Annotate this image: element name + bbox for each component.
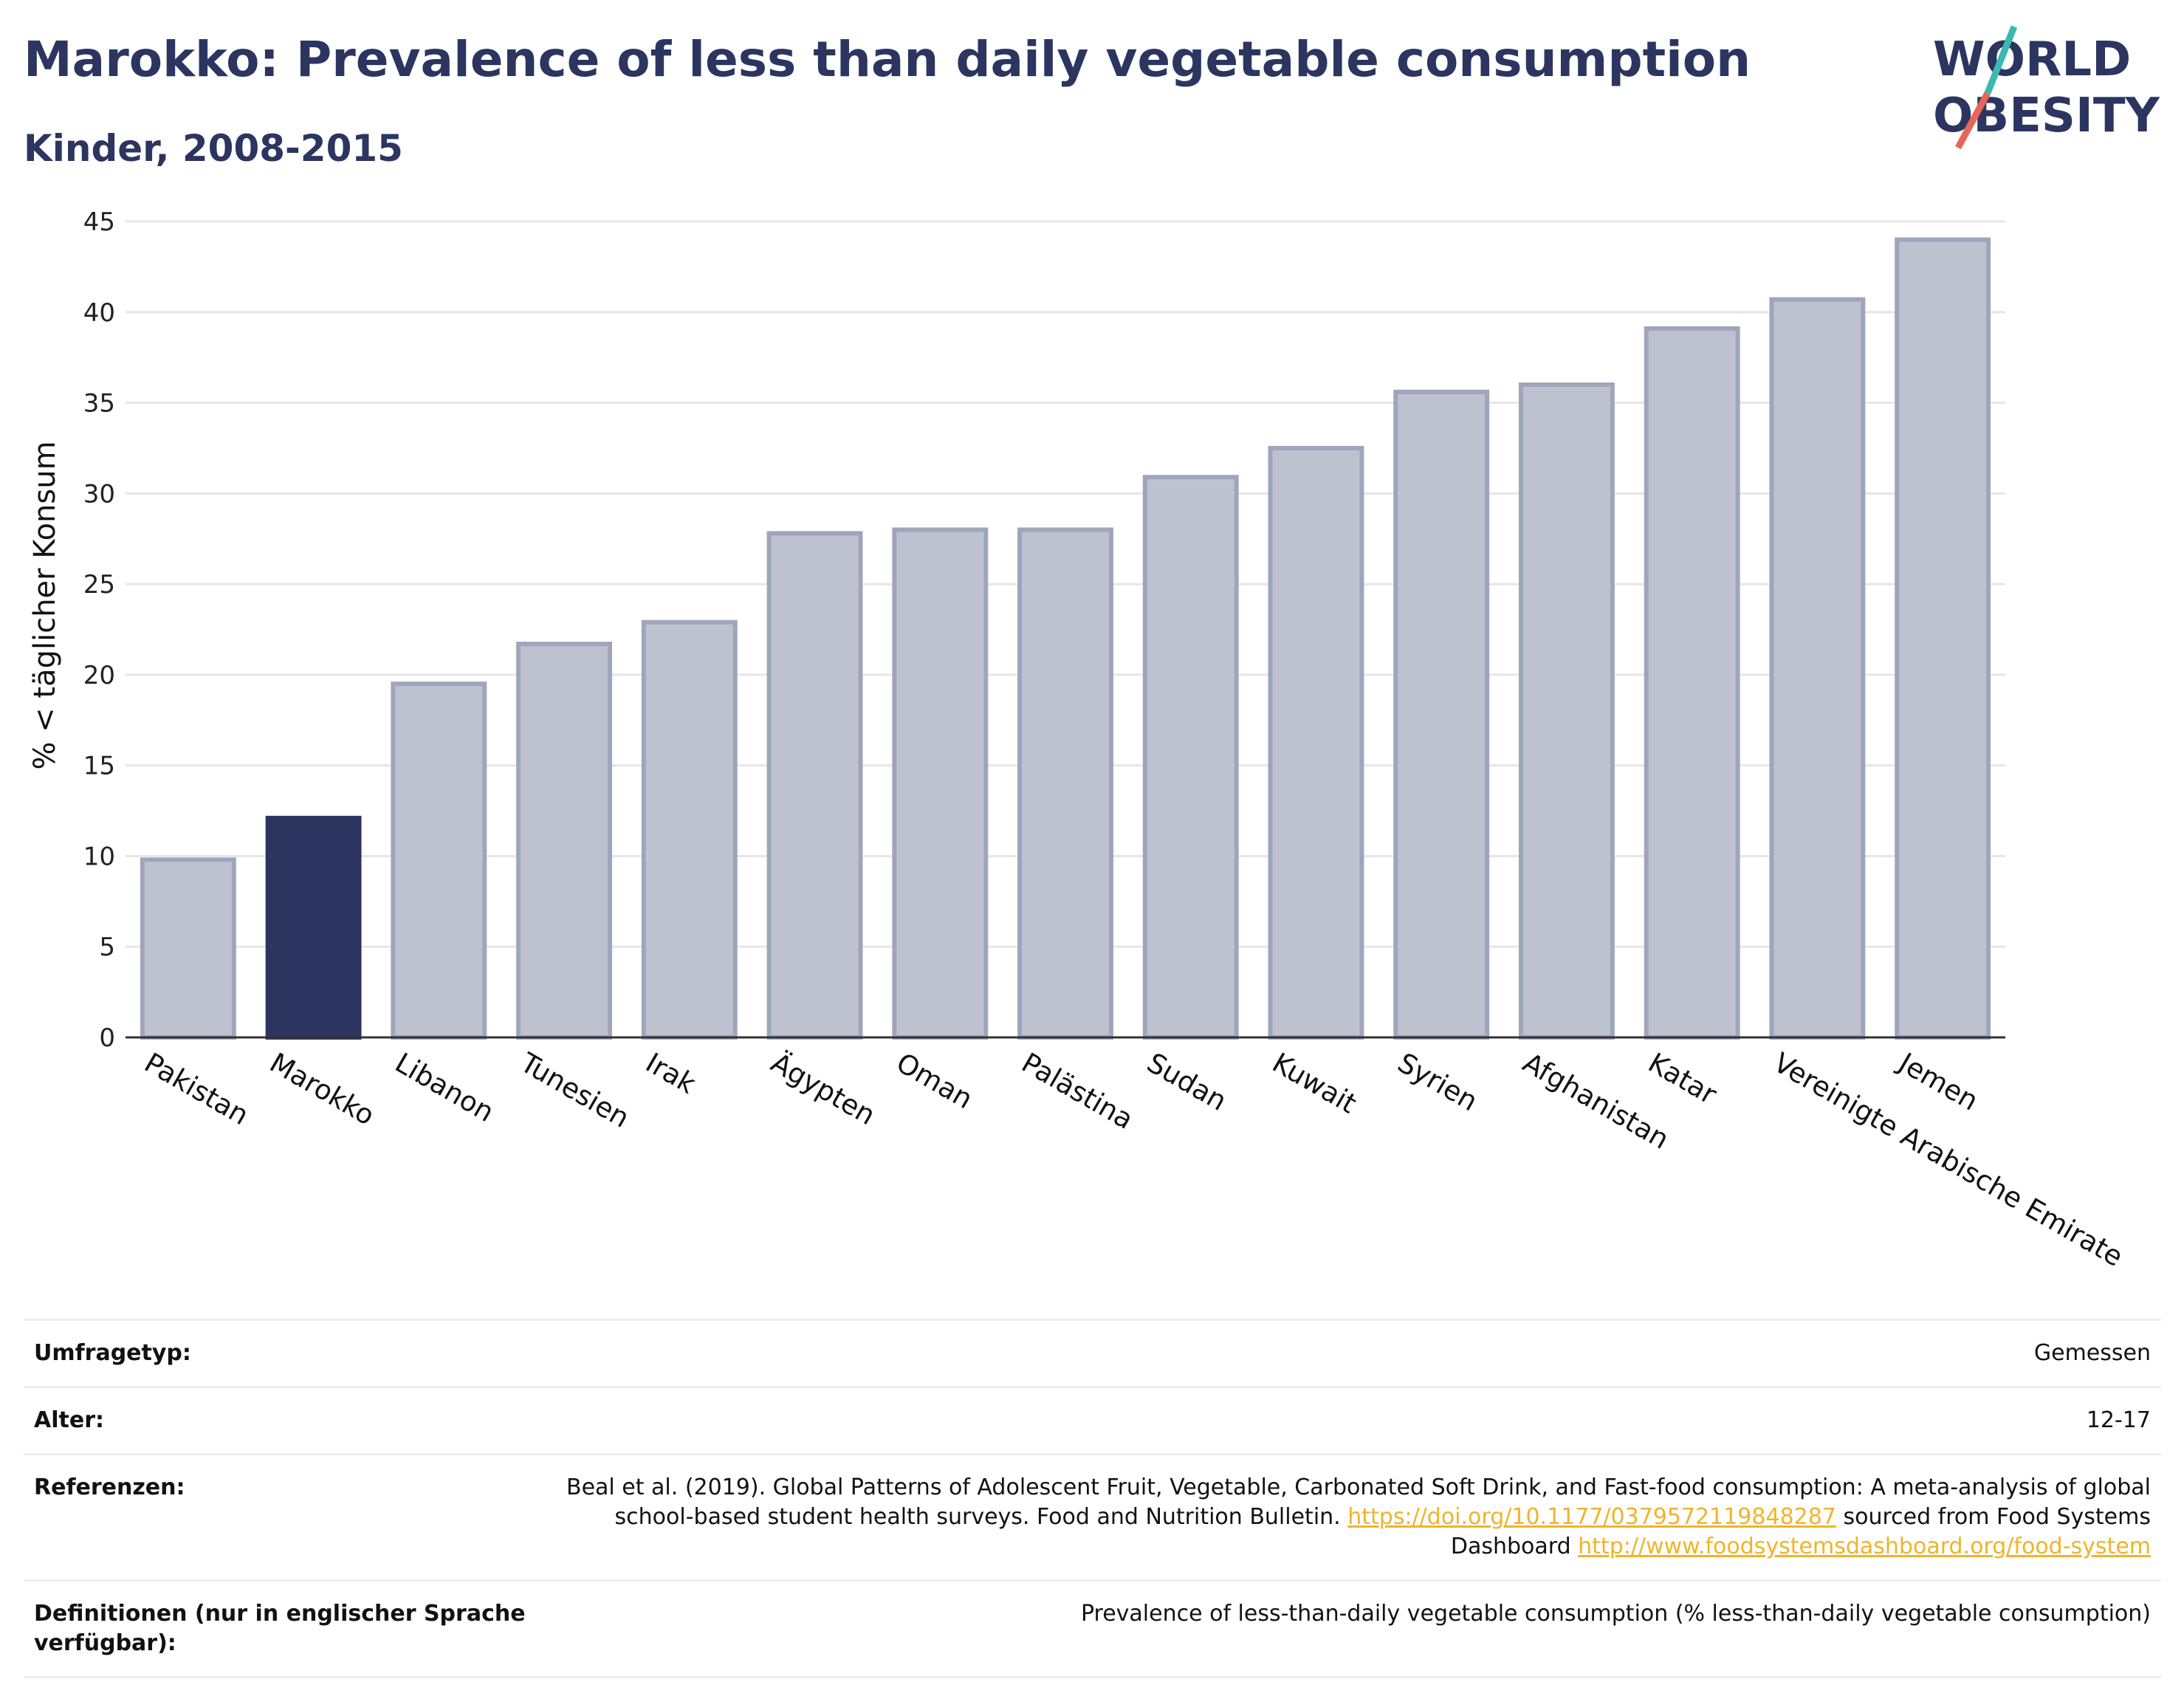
y-tick-label: 30 [83, 479, 115, 509]
x-tick-label: Oman [891, 1047, 978, 1116]
reference-text: Beal et al. (2019). Global Patterns of A… [566, 1474, 2151, 1530]
info-table: Umfragetyp: Gemessen Alter: 12-17 Refere… [24, 1319, 2161, 1678]
chart-subtitle: Kinder, 2008-2015 [24, 127, 403, 170]
info-row-survey: Umfragetyp: Gemessen [24, 1319, 2161, 1388]
bar-libanon[interactable] [391, 682, 487, 1040]
x-tick-label: Katar [1643, 1047, 1723, 1111]
x-tick-label: Kuwait [1267, 1047, 1362, 1120]
info-row-definitions: Definitionen (nur in englischer Sprache … [24, 1579, 2161, 1678]
y-tick-label: 5 [99, 933, 115, 962]
svg-text:OBESITY: OBESITY [1933, 89, 2160, 143]
bar-katar[interactable] [1644, 326, 1740, 1040]
x-axis-labels: Pakistan Marokko Libanon Tunesien Irak Ägypte… [139, 1046, 2128, 1273]
bar-chart: 0 5 10 15 20 25 30 35 40 45 Pakistan Marokko Libano… [28, 207, 2129, 1273]
bar-marokko[interactable] [265, 815, 362, 1040]
survey-type-label: Umfragetyp: [24, 1319, 546, 1388]
definitions-value: Prevalence of less-than-daily vegetable … [546, 1579, 2161, 1678]
bar-ägypten[interactable] [766, 531, 863, 1040]
x-tick-label: Sudan [1141, 1047, 1232, 1118]
y-tick-label: 35 [83, 389, 115, 419]
age-label: Alter: [24, 1386, 546, 1455]
x-tick-label: Palästina [1017, 1047, 1139, 1136]
x-tick-label: Irak [640, 1047, 701, 1101]
bar-vereinigte-arabische-emirate[interactable] [1769, 297, 1866, 1040]
x-tick-label: Marokko [264, 1047, 380, 1132]
bar-afghanistan[interactable] [1518, 382, 1615, 1040]
y-tick-label: 10 [83, 842, 115, 871]
x-tick-label: Libanon [390, 1047, 499, 1129]
bar-sudan[interactable] [1142, 475, 1239, 1040]
y-tick-label: 40 [83, 298, 115, 328]
y-axis-title: % < täglicher Konsum [28, 441, 62, 769]
bar-kuwait[interactable] [1268, 445, 1364, 1040]
reference-source-text: sourced from Food Systems Dashboard [1450, 1504, 2151, 1559]
x-tick-label: Ägypten [766, 1047, 881, 1132]
bars [140, 237, 1991, 1040]
bar-jemen[interactable] [1895, 237, 1991, 1040]
y-tick-label: 0 [99, 1023, 115, 1053]
bar-oman[interactable] [892, 527, 989, 1040]
y-tick-label: 45 [83, 207, 115, 237]
svg-text:WORLD: WORLD [1933, 32, 2131, 87]
world-obesity-logo: WORLD OBESITY [1933, 25, 2160, 150]
y-axis-ticks: 0 5 10 15 20 25 30 35 40 45 [83, 207, 115, 1053]
doi-link[interactable]: https://doi.org/10.1177/0379572119848287 [1347, 1504, 1836, 1530]
y-tick-label: 15 [83, 752, 115, 781]
x-tick-label: Jemen [1892, 1046, 1984, 1117]
info-row-references: Referenzen: Beal et al. (2019). Global P… [24, 1453, 2161, 1582]
age-value: 12-17 [546, 1386, 2161, 1455]
y-tick-label: 25 [83, 570, 115, 600]
y-tick-label: 20 [83, 661, 115, 690]
references-label: Referenzen: [24, 1453, 546, 1582]
references-value: Beal et al. (2019). Global Patterns of A… [546, 1453, 2161, 1582]
bar-syrien[interactable] [1393, 389, 1490, 1040]
x-tick-label: Pakistan [139, 1047, 254, 1132]
x-tick-label: Tunesien [515, 1046, 635, 1134]
bar-pakistan[interactable] [140, 857, 236, 1040]
bar-tunesien[interactable] [516, 642, 613, 1040]
bar-irak[interactable] [641, 619, 738, 1040]
definitions-label: Definitionen (nur in englischer Sprache … [24, 1579, 546, 1678]
info-row-age: Alter: 12-17 [24, 1386, 2161, 1455]
food-systems-link[interactable]: http://www.foodsystemsdashboard.org/food… [1578, 1534, 2151, 1559]
x-tick-label: Syrien [1393, 1047, 1483, 1118]
bar-palästina[interactable] [1017, 527, 1113, 1040]
chart-title: Marokko: Prevalence of less than daily v… [24, 31, 1751, 88]
survey-type-value: Gemessen [546, 1319, 2161, 1388]
